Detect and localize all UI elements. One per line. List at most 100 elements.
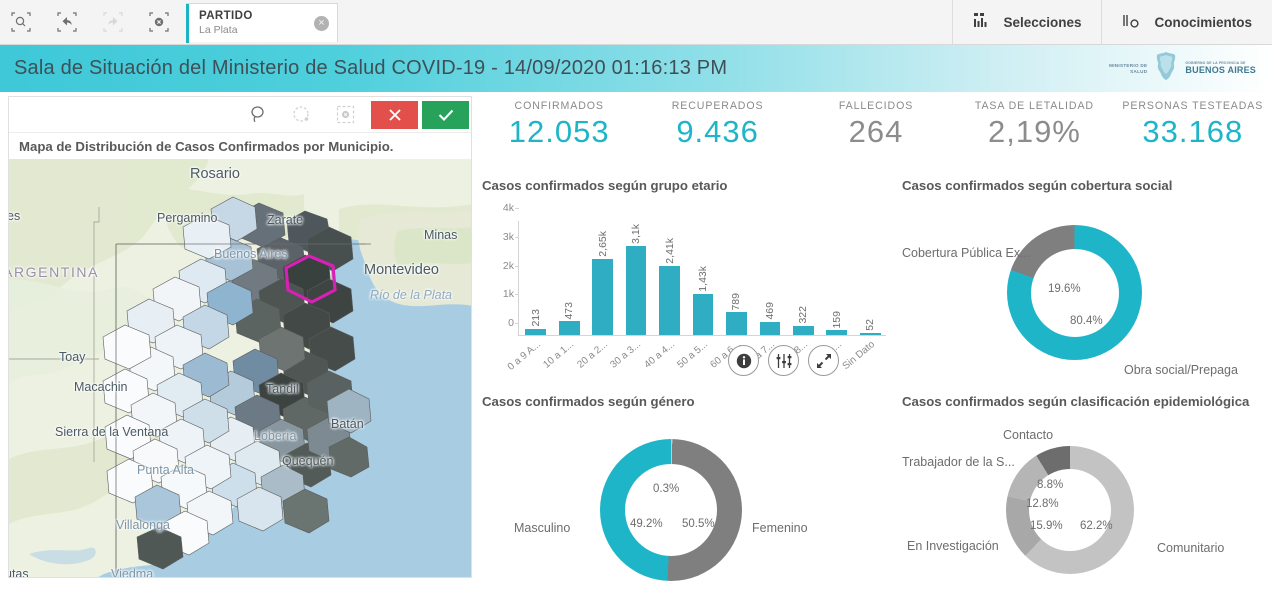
chip-field-value: La Plata (199, 24, 238, 37)
kpi-3: TASA DE LETALIDAD 2,19% (955, 100, 1113, 150)
step-forward-icon (100, 9, 126, 35)
slice-label-en-investigacion: En Investigación (907, 539, 999, 553)
bar-column[interactable]: 473 10 a 1... (541, 220, 580, 371)
kpi-value: 33.168 (1142, 114, 1244, 149)
kpi-label: PERSONAS TESTEADAS (1122, 100, 1264, 112)
bar-value-label: 473 (563, 301, 576, 320)
cancel-selection-button[interactable] (371, 100, 418, 129)
x-axis-tick: 40 a 4... (641, 339, 677, 371)
selection-tools-group (0, 0, 172, 44)
confirm-selection-button[interactable] (422, 100, 469, 129)
kpi-label: CONFIRMADOS (514, 100, 604, 112)
bar-column[interactable]: 213 0 a 9 A... (505, 220, 547, 373)
close-icon[interactable]: × (314, 15, 329, 31)
donut-chart[interactable] (600, 439, 742, 581)
bar[interactable] (592, 258, 613, 335)
donut-chart[interactable] (1007, 225, 1142, 360)
bar-value-label: 1,43k (696, 266, 709, 292)
step-back-icon[interactable] (54, 9, 80, 35)
slice-label-trabajador-salud: Trabajador de la S... (902, 455, 1015, 469)
bar-column[interactable]: 52 Sin Dato (841, 220, 881, 372)
bar[interactable] (859, 333, 881, 335)
kpi-value: 9.436 (676, 114, 759, 149)
bar-column[interactable]: 2,65k 20 a 2... (575, 220, 613, 371)
kpi-1: RECUPERADOS 9.436 (638, 100, 796, 150)
bar-chart-area: 0 1k 2k 3k 4k 213 0 a 9 A... 473 10 a 1... 2,65k 2… (482, 197, 894, 376)
x-axis-tick: 0 a 9 A... (505, 339, 543, 373)
bar[interactable] (792, 325, 814, 335)
chart-clasificacion-epidemiologica[interactable]: Casos confirmados según clasificación ep… (902, 394, 1272, 584)
sliders-icon[interactable] (768, 345, 799, 376)
bar-value-label: 159 (830, 310, 843, 329)
bar-column[interactable]: 3,1k 30 a 3... (608, 220, 647, 371)
toolbar-right-group: Selecciones Conocimientos (952, 0, 1272, 44)
conocimientos-button[interactable]: Conocimientos (1101, 0, 1272, 44)
bar[interactable] (826, 330, 848, 335)
slice-value-otro: 0.3% (653, 483, 680, 495)
circle-select-icon[interactable] (279, 98, 323, 132)
insights-icon (1122, 13, 1141, 32)
selecciones-label: Selecciones (1003, 14, 1082, 30)
bar-column[interactable]: 789 60 a 6... (709, 220, 747, 371)
chart-cobertura-social[interactable]: Casos confirmados según cobertura social… (902, 178, 1272, 383)
conocimientos-label: Conocimientos (1154, 14, 1252, 30)
map-selection-toolbar (9, 97, 471, 133)
bar-column[interactable]: 32280 a 8... (776, 220, 814, 371)
bar[interactable] (692, 293, 714, 335)
bar-value-label: 213 (529, 309, 542, 327)
y-axis-tick: 2k (502, 259, 520, 272)
top-toolbar: PARTIDO La Plata × Selecciones Conocimie… (0, 0, 1272, 45)
clear-selections-icon[interactable] (146, 9, 172, 35)
x-axis-tick: 30 a 3... (608, 339, 644, 371)
kpi-2: FALLECIDOS 264 (797, 100, 955, 150)
kpi-label: RECUPERADOS (671, 100, 764, 112)
slice-label-comunitario: Comunitario (1157, 541, 1225, 555)
bar-value-label: 52 (864, 319, 877, 331)
info-icon[interactable] (728, 345, 759, 376)
selections-bar-icon (973, 12, 990, 32)
bar-column[interactable]: 1,43k 50 a 5... (675, 220, 714, 371)
map-canvas[interactable]: RosarioURUGUAYPergaminoZarateesARGENTINA… (9, 159, 471, 577)
chip-field-name: PARTIDO (199, 9, 253, 22)
chart-grupo-etario[interactable]: Casos confirmados según grupo etario 0 1k… (482, 178, 894, 383)
selection-search-icon[interactable] (8, 9, 34, 35)
bar[interactable] (525, 328, 547, 335)
bar-column[interactable]: 1599 Año... (811, 220, 848, 369)
lasso-select-icon[interactable] (235, 98, 279, 132)
slice-label-cobertura-publica: Cobertura Pública Ex... (902, 246, 1031, 260)
logo-gov-big: BUENOS AIRES (1185, 64, 1256, 75)
donut-chart[interactable] (1006, 446, 1134, 574)
slice-label-masculino: Masculino (514, 521, 571, 535)
chart-genero[interactable]: Casos confirmados según género Masculino… (482, 394, 894, 584)
selection-chip-partido[interactable]: PARTIDO La Plata × (186, 3, 338, 43)
slice-label-femenino: Femenino (752, 521, 808, 535)
clear-area-icon[interactable] (323, 98, 367, 132)
epi-donut-wrap: Contacto Trabajador de la S... En Invest… (902, 413, 1272, 603)
bar[interactable] (759, 321, 781, 335)
selecciones-button[interactable]: Selecciones (952, 0, 1101, 44)
bar-value-label: 322 (797, 306, 810, 324)
bar[interactable] (625, 245, 647, 335)
kpi-label: FALLECIDOS (838, 100, 914, 112)
genero-donut-wrap: Masculino Femenino 49.2% 50.5% 0.3% (482, 413, 894, 603)
kpi-value: 264 (848, 114, 904, 149)
y-axis-tick: 4k (502, 202, 520, 214)
cobertura-donut-wrap: Cobertura Pública Ex... Obra social/Prep… (902, 197, 1272, 402)
slice-value-trabajador-salud: 12.8% (1026, 498, 1059, 510)
chart-title: Casos confirmados según cobertura social (902, 178, 1173, 193)
bar-value-label: 469 (763, 302, 776, 320)
chart-title: Casos confirmados según clasificación ep… (902, 394, 1250, 409)
slice-value-femenino: 50.5% (682, 518, 715, 530)
bar-column[interactable]: 2,41k 40 a 4... (642, 220, 680, 371)
bar[interactable] (659, 265, 680, 335)
slice-value-comunitario: 62.2% (1080, 520, 1113, 532)
x-axis-tick: 50 a 5... (675, 339, 711, 371)
bar[interactable] (726, 312, 747, 335)
slice-label-contacto: Contacto (1003, 428, 1054, 442)
bar-column[interactable]: 469 70 a 7... (742, 220, 781, 371)
chart-title: Casos confirmados según grupo etario (482, 178, 728, 193)
bar-value-label: 3,1k (630, 224, 643, 244)
slice-value-contacto: 8.8% (1037, 479, 1064, 491)
bar[interactable] (558, 321, 580, 335)
fullscreen-icon[interactable] (808, 345, 839, 376)
